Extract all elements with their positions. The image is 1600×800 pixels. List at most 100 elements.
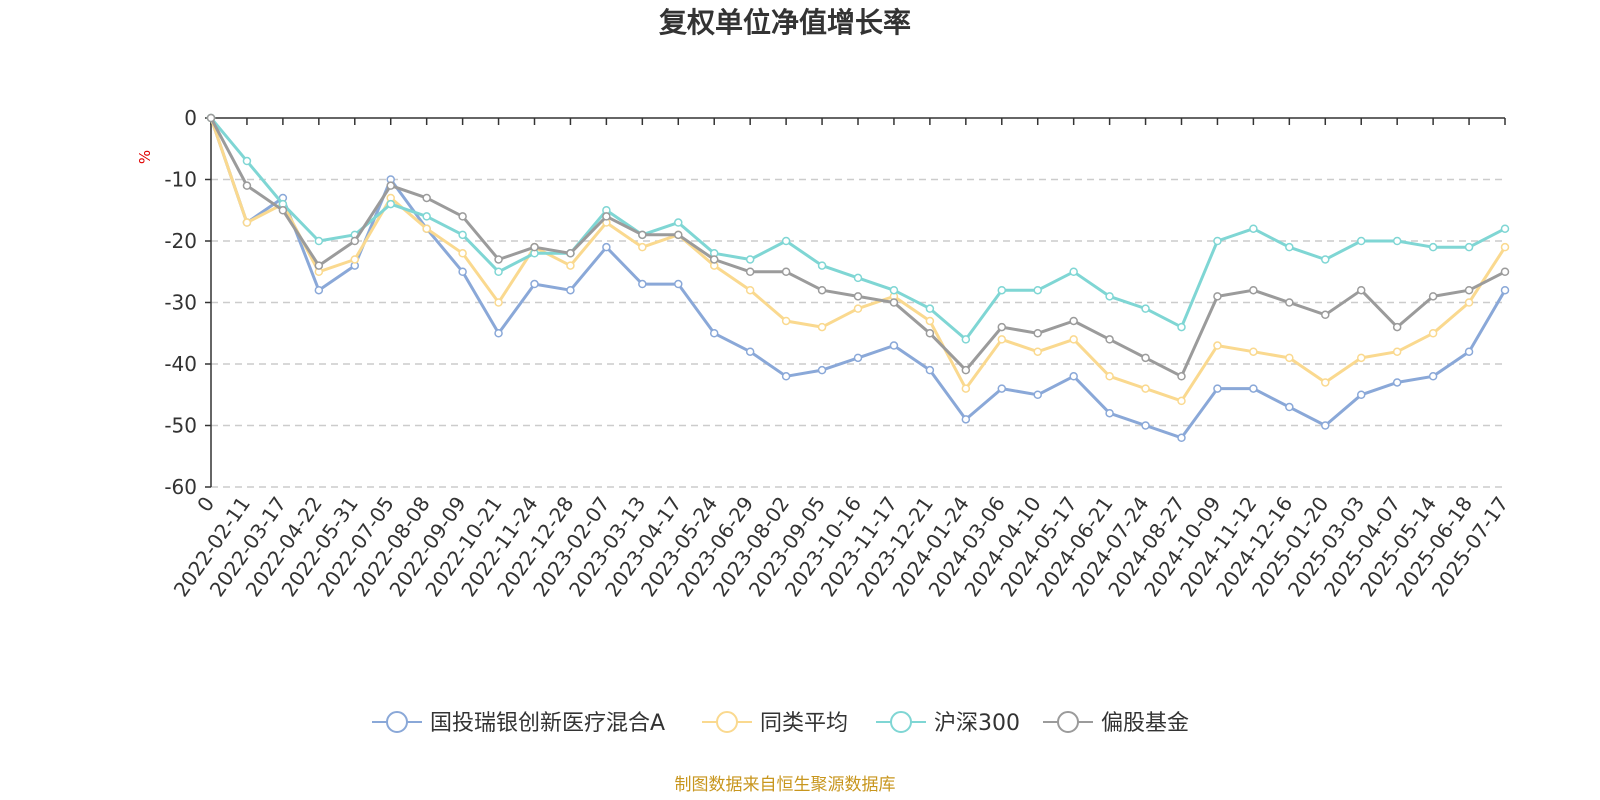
- legend-circle-icon: [890, 711, 912, 733]
- series-point: [1249, 384, 1258, 393]
- legend-item[interactable]: 同类平均: [702, 711, 848, 736]
- series-point: [242, 156, 252, 166]
- series-point: [1356, 236, 1366, 246]
- series-point: [458, 249, 467, 258]
- series-point: [1464, 242, 1474, 252]
- legend-item[interactable]: 国投瑞银创新医疗混合A: [372, 711, 665, 736]
- series-point: [350, 255, 360, 264]
- series-point: [961, 335, 971, 344]
- series-point: [1321, 378, 1330, 387]
- series-point: [674, 230, 683, 240]
- series-point: [817, 285, 827, 295]
- series-point: [1321, 421, 1330, 430]
- series-point: [781, 372, 791, 381]
- series-point: [1500, 242, 1510, 252]
- series-point: [566, 261, 575, 270]
- series-point: [961, 365, 971, 375]
- series-point: [1321, 255, 1330, 264]
- y-unit-label: %: [136, 150, 154, 164]
- series-point: [1285, 298, 1294, 307]
- series-point: [889, 285, 899, 295]
- series-point: [781, 267, 791, 276]
- series-point: [1105, 335, 1114, 344]
- series-point: [602, 212, 611, 221]
- series-point: [206, 113, 216, 123]
- series-point: [1500, 267, 1510, 276]
- series-point: [1428, 242, 1438, 252]
- series-point: [1392, 378, 1402, 387]
- y-tick-label: -40: [164, 352, 197, 376]
- series-point: [1069, 316, 1078, 326]
- series-point: [925, 365, 935, 375]
- series-point: [494, 329, 503, 338]
- series-point: [1141, 353, 1150, 363]
- series-point: [781, 236, 791, 246]
- series-point: [709, 329, 719, 338]
- series-point: [638, 230, 647, 240]
- series-point: [853, 292, 863, 301]
- series-point: [674, 279, 683, 289]
- series-point: [1069, 372, 1078, 381]
- series-point: [1356, 390, 1366, 399]
- series-point: [1033, 285, 1042, 295]
- series-point: [925, 304, 935, 313]
- series-point: [889, 341, 899, 350]
- series-point: [314, 236, 324, 246]
- series-point: [1069, 267, 1078, 276]
- series-point: [494, 298, 503, 307]
- series-point: [458, 212, 467, 221]
- series-point: [1213, 341, 1222, 350]
- series-point: [1249, 285, 1258, 295]
- legend-circle-icon: [716, 711, 738, 733]
- series-point: [314, 285, 324, 295]
- y-tick-label: -10: [164, 168, 197, 192]
- series-point: [1213, 384, 1222, 393]
- series-point: [745, 347, 755, 356]
- y-tick-label: -30: [164, 291, 197, 315]
- series-point: [1177, 322, 1186, 332]
- series-point: [853, 353, 863, 363]
- series-point: [1033, 329, 1042, 338]
- series-point: [386, 181, 395, 190]
- series-point: [853, 304, 863, 313]
- legend-label: 偏股基金: [1101, 711, 1189, 736]
- series-point: [1249, 347, 1258, 356]
- series-point: [1141, 421, 1150, 430]
- series-point: [961, 384, 971, 393]
- y-tick-label: 0: [184, 106, 197, 130]
- y-tick-label: -50: [164, 414, 197, 438]
- series-point: [422, 224, 431, 233]
- series-line: [209, 117, 1506, 378]
- series-point: [781, 316, 791, 326]
- series-point: [997, 322, 1007, 332]
- series-point: [602, 242, 611, 252]
- grid-lines: [211, 178, 1505, 488]
- y-tick-label: -60: [164, 475, 197, 499]
- series-point: [458, 267, 467, 276]
- series-point: [1105, 408, 1114, 418]
- x-tick-label: 0: [192, 492, 219, 516]
- series-point: [638, 242, 647, 252]
- series-point: [997, 384, 1007, 393]
- data-source-note: 制图数据来自恒生聚源数据库: [675, 775, 896, 795]
- series-point: [1356, 353, 1366, 363]
- series-point: [566, 249, 575, 258]
- series-point: [889, 298, 899, 307]
- series-point: [1392, 236, 1402, 246]
- series-point: [925, 316, 935, 326]
- series-point: [745, 255, 755, 264]
- series-point: [745, 267, 755, 276]
- series-point: [1141, 304, 1150, 313]
- series-point: [1500, 224, 1510, 233]
- legend-item[interactable]: 沪深300: [876, 711, 1020, 736]
- legend-circle-icon: [386, 711, 408, 733]
- series-point: [386, 199, 395, 209]
- series-point: [1392, 322, 1402, 332]
- legend-item[interactable]: 偏股基金: [1043, 711, 1189, 736]
- series-point: [242, 181, 252, 190]
- series-point: [1177, 372, 1186, 381]
- series-point: [817, 365, 827, 375]
- series-point: [817, 261, 827, 270]
- series-point: [1177, 433, 1186, 443]
